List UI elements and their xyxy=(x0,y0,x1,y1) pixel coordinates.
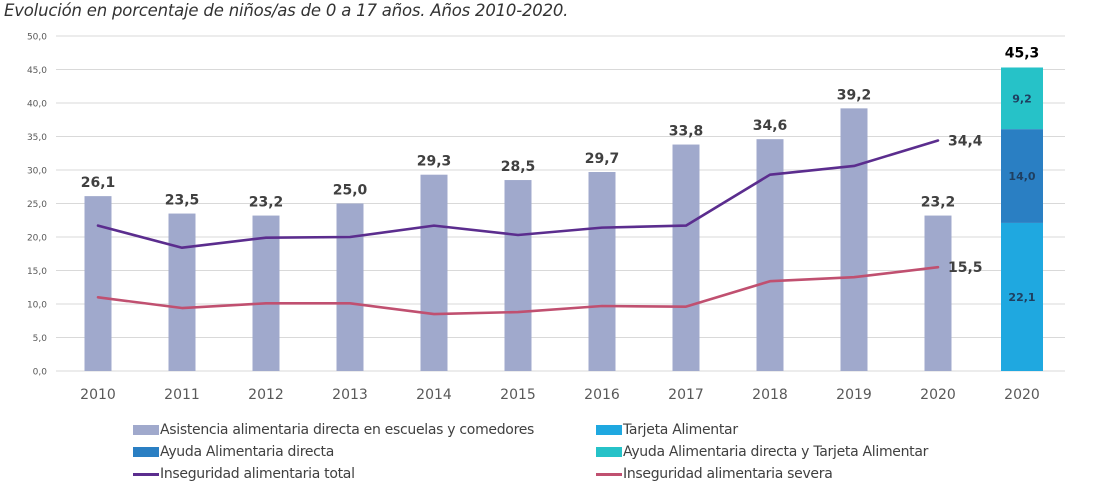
y-tick-label: 50,0 xyxy=(27,33,47,43)
legend-label: Asistencia alimentaria directa en escuel… xyxy=(160,422,535,438)
legend-item-ayuda-y-tarjeta: Ayuda Alimentaria directa y Tarjeta Alim… xyxy=(596,444,928,460)
bar-data-label: 23,5 xyxy=(165,193,200,209)
x-tick-label: 2017 xyxy=(668,387,704,403)
bar-data-label: 23,2 xyxy=(249,195,284,211)
chart-plot: 0,0 5,0 10,0 15,0 20,0 25,0 30,0 35,0 40,0 45,0 50… xyxy=(27,33,1065,403)
bar-data-label: 28,5 xyxy=(501,159,536,175)
x-tick-label: 2013 xyxy=(332,387,368,403)
stacked-bar-data-label: 22,1 xyxy=(1008,291,1035,304)
chart-title: Evolución en porcentaje de niños/as de 0… xyxy=(4,1,569,20)
y-tick-label: 15,0 xyxy=(27,267,47,277)
x-tick-label: 2019 xyxy=(836,387,872,403)
x-tick-label: 2014 xyxy=(416,387,452,403)
bar-data-label: 39,2 xyxy=(837,87,872,103)
legend-item-inseguridad-severa: Inseguridad alimentaria severa xyxy=(596,466,833,482)
legend-item-inseguridad-total: Inseguridad alimentaria total xyxy=(133,466,355,482)
line-end-label: 34,4 xyxy=(948,134,983,150)
x-tick-label: 2012 xyxy=(248,387,284,403)
bar xyxy=(504,180,532,371)
legend-label: Inseguridad alimentaria severa xyxy=(623,466,833,482)
stacked-bar-segment xyxy=(1001,129,1043,223)
legend-swatch xyxy=(133,447,159,457)
stacked-bar-data-label: 14,0 xyxy=(1008,170,1035,183)
legend-swatch xyxy=(596,472,622,476)
legend-item-ayuda-directa: Ayuda Alimentaria directa xyxy=(133,444,334,460)
legend-label: Inseguridad alimentaria total xyxy=(160,466,355,482)
y-tick-label: 0,0 xyxy=(33,368,48,378)
bar-data-label: 29,3 xyxy=(417,154,452,170)
legend-swatch xyxy=(596,447,622,457)
bar xyxy=(84,196,112,371)
bar-data-label: 26,1 xyxy=(81,175,116,191)
legend-label: Tarjeta Alimentar xyxy=(623,422,738,438)
legend-label: Ayuda Alimentaria directa xyxy=(160,444,335,460)
bar xyxy=(840,108,868,372)
line-end-label: 15,5 xyxy=(948,260,983,276)
stacked-bar-segment xyxy=(1001,222,1043,371)
bar xyxy=(672,144,700,371)
stacked-total-label: 45,3 xyxy=(1005,45,1040,61)
y-tick-label: 25,0 xyxy=(27,200,47,210)
x-tick-label: 2020 xyxy=(1004,387,1040,403)
y-tick-label: 20,0 xyxy=(27,234,47,244)
y-tick-label: 35,0 xyxy=(27,133,47,143)
bar xyxy=(588,172,616,371)
y-tick-label: 10,0 xyxy=(27,301,47,311)
bar-data-label: 25,0 xyxy=(333,183,368,199)
x-tick-label: 2015 xyxy=(500,387,536,403)
bar-data-label: 33,8 xyxy=(669,124,704,140)
bar-data-label: 29,7 xyxy=(585,151,620,167)
y-tick-label: 30,0 xyxy=(27,167,47,177)
bar xyxy=(168,213,196,371)
chart-legend: Asistencia alimentaria directa en escuel… xyxy=(0,420,1097,490)
legend-label: Ayuda Alimentaria directa y Tarjeta Alim… xyxy=(623,444,929,460)
stacked-bar-segment xyxy=(1001,67,1043,130)
legend-swatch xyxy=(133,472,159,476)
x-tick-label: 2020 xyxy=(920,387,956,403)
bar xyxy=(420,174,448,371)
y-tick-label: 5,0 xyxy=(33,334,48,344)
bar xyxy=(336,203,364,371)
legend-item-asistencia: Asistencia alimentaria directa en escuel… xyxy=(133,422,534,438)
x-tick-label: 2010 xyxy=(80,387,116,403)
x-tick-label: 2018 xyxy=(752,387,788,403)
bar-data-label: 23,2 xyxy=(921,195,956,211)
y-tick-label: 40,0 xyxy=(27,100,47,110)
bar xyxy=(252,215,280,371)
bar xyxy=(756,139,784,371)
x-tick-label: 2016 xyxy=(584,387,620,403)
y-tick-label: 45,0 xyxy=(27,66,47,76)
bar-data-label: 34,6 xyxy=(753,118,788,134)
legend-item-tarjeta: Tarjeta Alimentar xyxy=(596,422,738,438)
legend-swatch xyxy=(133,425,159,435)
bar xyxy=(924,215,952,371)
legend-swatch xyxy=(596,425,622,435)
stacked-bar-data-label: 9,2 xyxy=(1012,92,1032,105)
x-tick-label: 2011 xyxy=(164,387,200,403)
